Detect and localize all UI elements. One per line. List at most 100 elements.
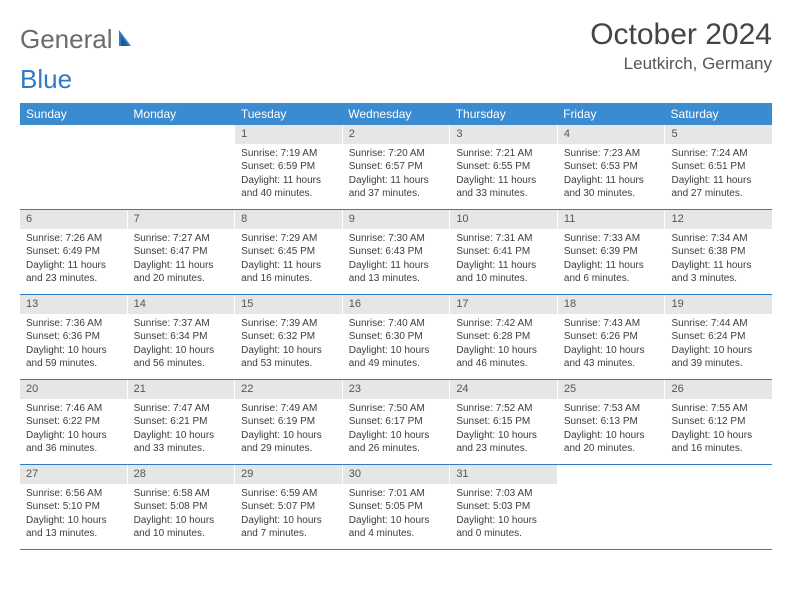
daylight-line: Daylight: 11 hours and 6 minutes. [564,259,659,286]
day-cell: 26Sunrise: 7:55 AMSunset: 6:12 PMDayligh… [665,380,772,464]
title-block: October 2024 Leutkirch, Germany [590,18,772,74]
weekday-header: Saturday [665,103,772,125]
day-cell [558,465,666,549]
day-cell: 13Sunrise: 7:36 AMSunset: 6:36 PMDayligh… [20,295,128,379]
daylight-line: Daylight: 11 hours and 13 minutes. [349,259,444,286]
sunset-line: Sunset: 6:24 PM [671,330,766,344]
day-cell: 3Sunrise: 7:21 AMSunset: 6:55 PMDaylight… [450,125,558,209]
sunset-line: Sunset: 6:21 PM [134,415,229,429]
day-body: Sunrise: 7:27 AMSunset: 6:47 PMDaylight:… [128,229,235,290]
day-number: 9 [343,210,450,229]
day-cell: 15Sunrise: 7:39 AMSunset: 6:32 PMDayligh… [235,295,343,379]
sunrise-line: Sunrise: 7:30 AM [349,232,444,246]
sunrise-line: Sunrise: 7:47 AM [134,402,229,416]
week-row: 6Sunrise: 7:26 AMSunset: 6:49 PMDaylight… [20,210,772,295]
daylight-line: Daylight: 10 hours and 49 minutes. [349,344,444,371]
day-cell: 7Sunrise: 7:27 AMSunset: 6:47 PMDaylight… [128,210,236,294]
daylight-line: Daylight: 11 hours and 27 minutes. [671,174,766,201]
sunset-line: Sunset: 6:45 PM [241,245,336,259]
sunrise-line: Sunrise: 7:39 AM [241,317,336,331]
sunset-line: Sunset: 5:07 PM [241,500,336,514]
daylight-line: Daylight: 11 hours and 30 minutes. [564,174,659,201]
day-number: 28 [128,465,235,484]
sunset-line: Sunset: 5:08 PM [134,500,229,514]
day-body: Sunrise: 7:30 AMSunset: 6:43 PMDaylight:… [343,229,450,290]
day-number: 20 [20,380,127,399]
day-body: Sunrise: 7:49 AMSunset: 6:19 PMDaylight:… [235,399,342,460]
sunset-line: Sunset: 6:36 PM [26,330,121,344]
daylight-line: Daylight: 10 hours and 4 minutes. [349,514,444,541]
day-cell: 6Sunrise: 7:26 AMSunset: 6:49 PMDaylight… [20,210,128,294]
sunset-line: Sunset: 6:34 PM [134,330,229,344]
day-body: Sunrise: 7:40 AMSunset: 6:30 PMDaylight:… [343,314,450,375]
day-cell: 25Sunrise: 7:53 AMSunset: 6:13 PMDayligh… [558,380,666,464]
sail-icon [117,24,139,55]
daylight-line: Daylight: 10 hours and 46 minutes. [456,344,551,371]
daylight-line: Daylight: 10 hours and 43 minutes. [564,344,659,371]
day-number: 4 [558,125,665,144]
logo-text-blue: Blue [20,64,72,95]
sunrise-line: Sunrise: 7:29 AM [241,232,336,246]
week-row: 1Sunrise: 7:19 AMSunset: 6:59 PMDaylight… [20,125,772,210]
day-number: 6 [20,210,127,229]
day-cell: 23Sunrise: 7:50 AMSunset: 6:17 PMDayligh… [343,380,451,464]
day-cell: 21Sunrise: 7:47 AMSunset: 6:21 PMDayligh… [128,380,236,464]
sunset-line: Sunset: 6:22 PM [26,415,121,429]
daylight-line: Daylight: 11 hours and 3 minutes. [671,259,766,286]
sunset-line: Sunset: 6:13 PM [564,415,659,429]
day-body: Sunrise: 7:55 AMSunset: 6:12 PMDaylight:… [665,399,772,460]
weekday-header-row: SundayMondayTuesdayWednesdayThursdayFrid… [20,103,772,125]
day-number: 26 [665,380,772,399]
day-number: 14 [128,295,235,314]
daylight-line: Daylight: 11 hours and 10 minutes. [456,259,551,286]
sunrise-line: Sunrise: 7:34 AM [671,232,766,246]
day-body: Sunrise: 7:23 AMSunset: 6:53 PMDaylight:… [558,144,665,205]
sunset-line: Sunset: 6:19 PM [241,415,336,429]
daylight-line: Daylight: 10 hours and 56 minutes. [134,344,229,371]
sunset-line: Sunset: 6:17 PM [349,415,444,429]
day-cell: 27Sunrise: 6:56 AMSunset: 5:10 PMDayligh… [20,465,128,549]
day-body: Sunrise: 7:03 AMSunset: 5:03 PMDaylight:… [450,484,557,545]
day-number: 8 [235,210,342,229]
day-cell: 11Sunrise: 7:33 AMSunset: 6:39 PMDayligh… [558,210,666,294]
day-cell: 30Sunrise: 7:01 AMSunset: 5:05 PMDayligh… [343,465,451,549]
week-row: 13Sunrise: 7:36 AMSunset: 6:36 PMDayligh… [20,295,772,380]
day-body: Sunrise: 6:58 AMSunset: 5:08 PMDaylight:… [128,484,235,545]
day-number: 19 [665,295,772,314]
sunset-line: Sunset: 6:38 PM [671,245,766,259]
sunrise-line: Sunrise: 7:50 AM [349,402,444,416]
day-number: 13 [20,295,127,314]
day-cell: 16Sunrise: 7:40 AMSunset: 6:30 PMDayligh… [343,295,451,379]
day-cell: 29Sunrise: 6:59 AMSunset: 5:07 PMDayligh… [235,465,343,549]
daylight-line: Daylight: 10 hours and 16 minutes. [671,429,766,456]
sunrise-line: Sunrise: 7:27 AM [134,232,229,246]
weekday-header: Sunday [20,103,127,125]
weekday-header: Friday [557,103,664,125]
sunrise-line: Sunrise: 7:42 AM [456,317,551,331]
sunrise-line: Sunrise: 7:21 AM [456,147,551,161]
day-cell [128,125,236,209]
weeks-container: 1Sunrise: 7:19 AMSunset: 6:59 PMDaylight… [20,125,772,550]
day-cell: 20Sunrise: 7:46 AMSunset: 6:22 PMDayligh… [20,380,128,464]
day-body: Sunrise: 7:37 AMSunset: 6:34 PMDaylight:… [128,314,235,375]
day-cell: 14Sunrise: 7:37 AMSunset: 6:34 PMDayligh… [128,295,236,379]
daylight-line: Daylight: 10 hours and 13 minutes. [26,514,121,541]
sunrise-line: Sunrise: 7:40 AM [349,317,444,331]
day-number: 23 [343,380,450,399]
day-number: 22 [235,380,342,399]
sunrise-line: Sunrise: 6:59 AM [241,487,336,501]
sunrise-line: Sunrise: 7:01 AM [349,487,444,501]
daylight-line: Daylight: 10 hours and 0 minutes. [456,514,551,541]
day-cell: 17Sunrise: 7:42 AMSunset: 6:28 PMDayligh… [450,295,558,379]
sunrise-line: Sunrise: 7:52 AM [456,402,551,416]
week-row: 27Sunrise: 6:56 AMSunset: 5:10 PMDayligh… [20,465,772,550]
daylight-line: Daylight: 11 hours and 16 minutes. [241,259,336,286]
daylight-line: Daylight: 10 hours and 10 minutes. [134,514,229,541]
day-cell: 24Sunrise: 7:52 AMSunset: 6:15 PMDayligh… [450,380,558,464]
daylight-line: Daylight: 10 hours and 53 minutes. [241,344,336,371]
day-cell: 8 Sunrise: 7:29 AMSunset: 6:45 PMDaylight… [235,210,343,294]
sunset-line: Sunset: 5:10 PM [26,500,121,514]
day-number: 27 [20,465,127,484]
day-body: Sunrise: 7:42 AMSunset: 6:28 PMDaylight:… [450,314,557,375]
day-cell: 2Sunrise: 7:20 AMSunset: 6:57 PMDaylight… [343,125,451,209]
